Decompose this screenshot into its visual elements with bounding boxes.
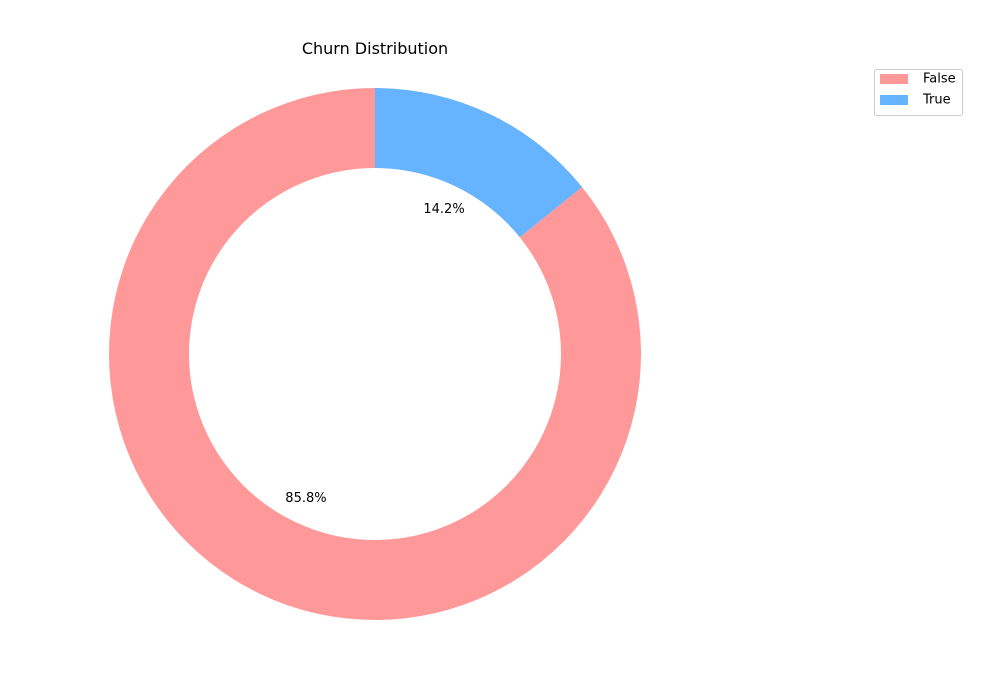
pct-label-false: 85.8% [285,491,326,506]
legend-label-false: False [923,72,956,87]
percentage-labels: 85.8% 14.2% [285,202,464,506]
legend: False True [874,69,963,116]
legend-swatch-true [880,95,908,105]
legend-items: False True [880,72,956,108]
donut-slices [109,88,642,620]
pct-label-true: 14.2% [423,202,464,217]
legend-swatch-false [880,74,908,84]
chart-title: Churn Distribution [302,39,448,58]
slice-false [109,88,642,620]
slice-true [375,88,583,238]
legend-label-true: True [922,93,951,108]
